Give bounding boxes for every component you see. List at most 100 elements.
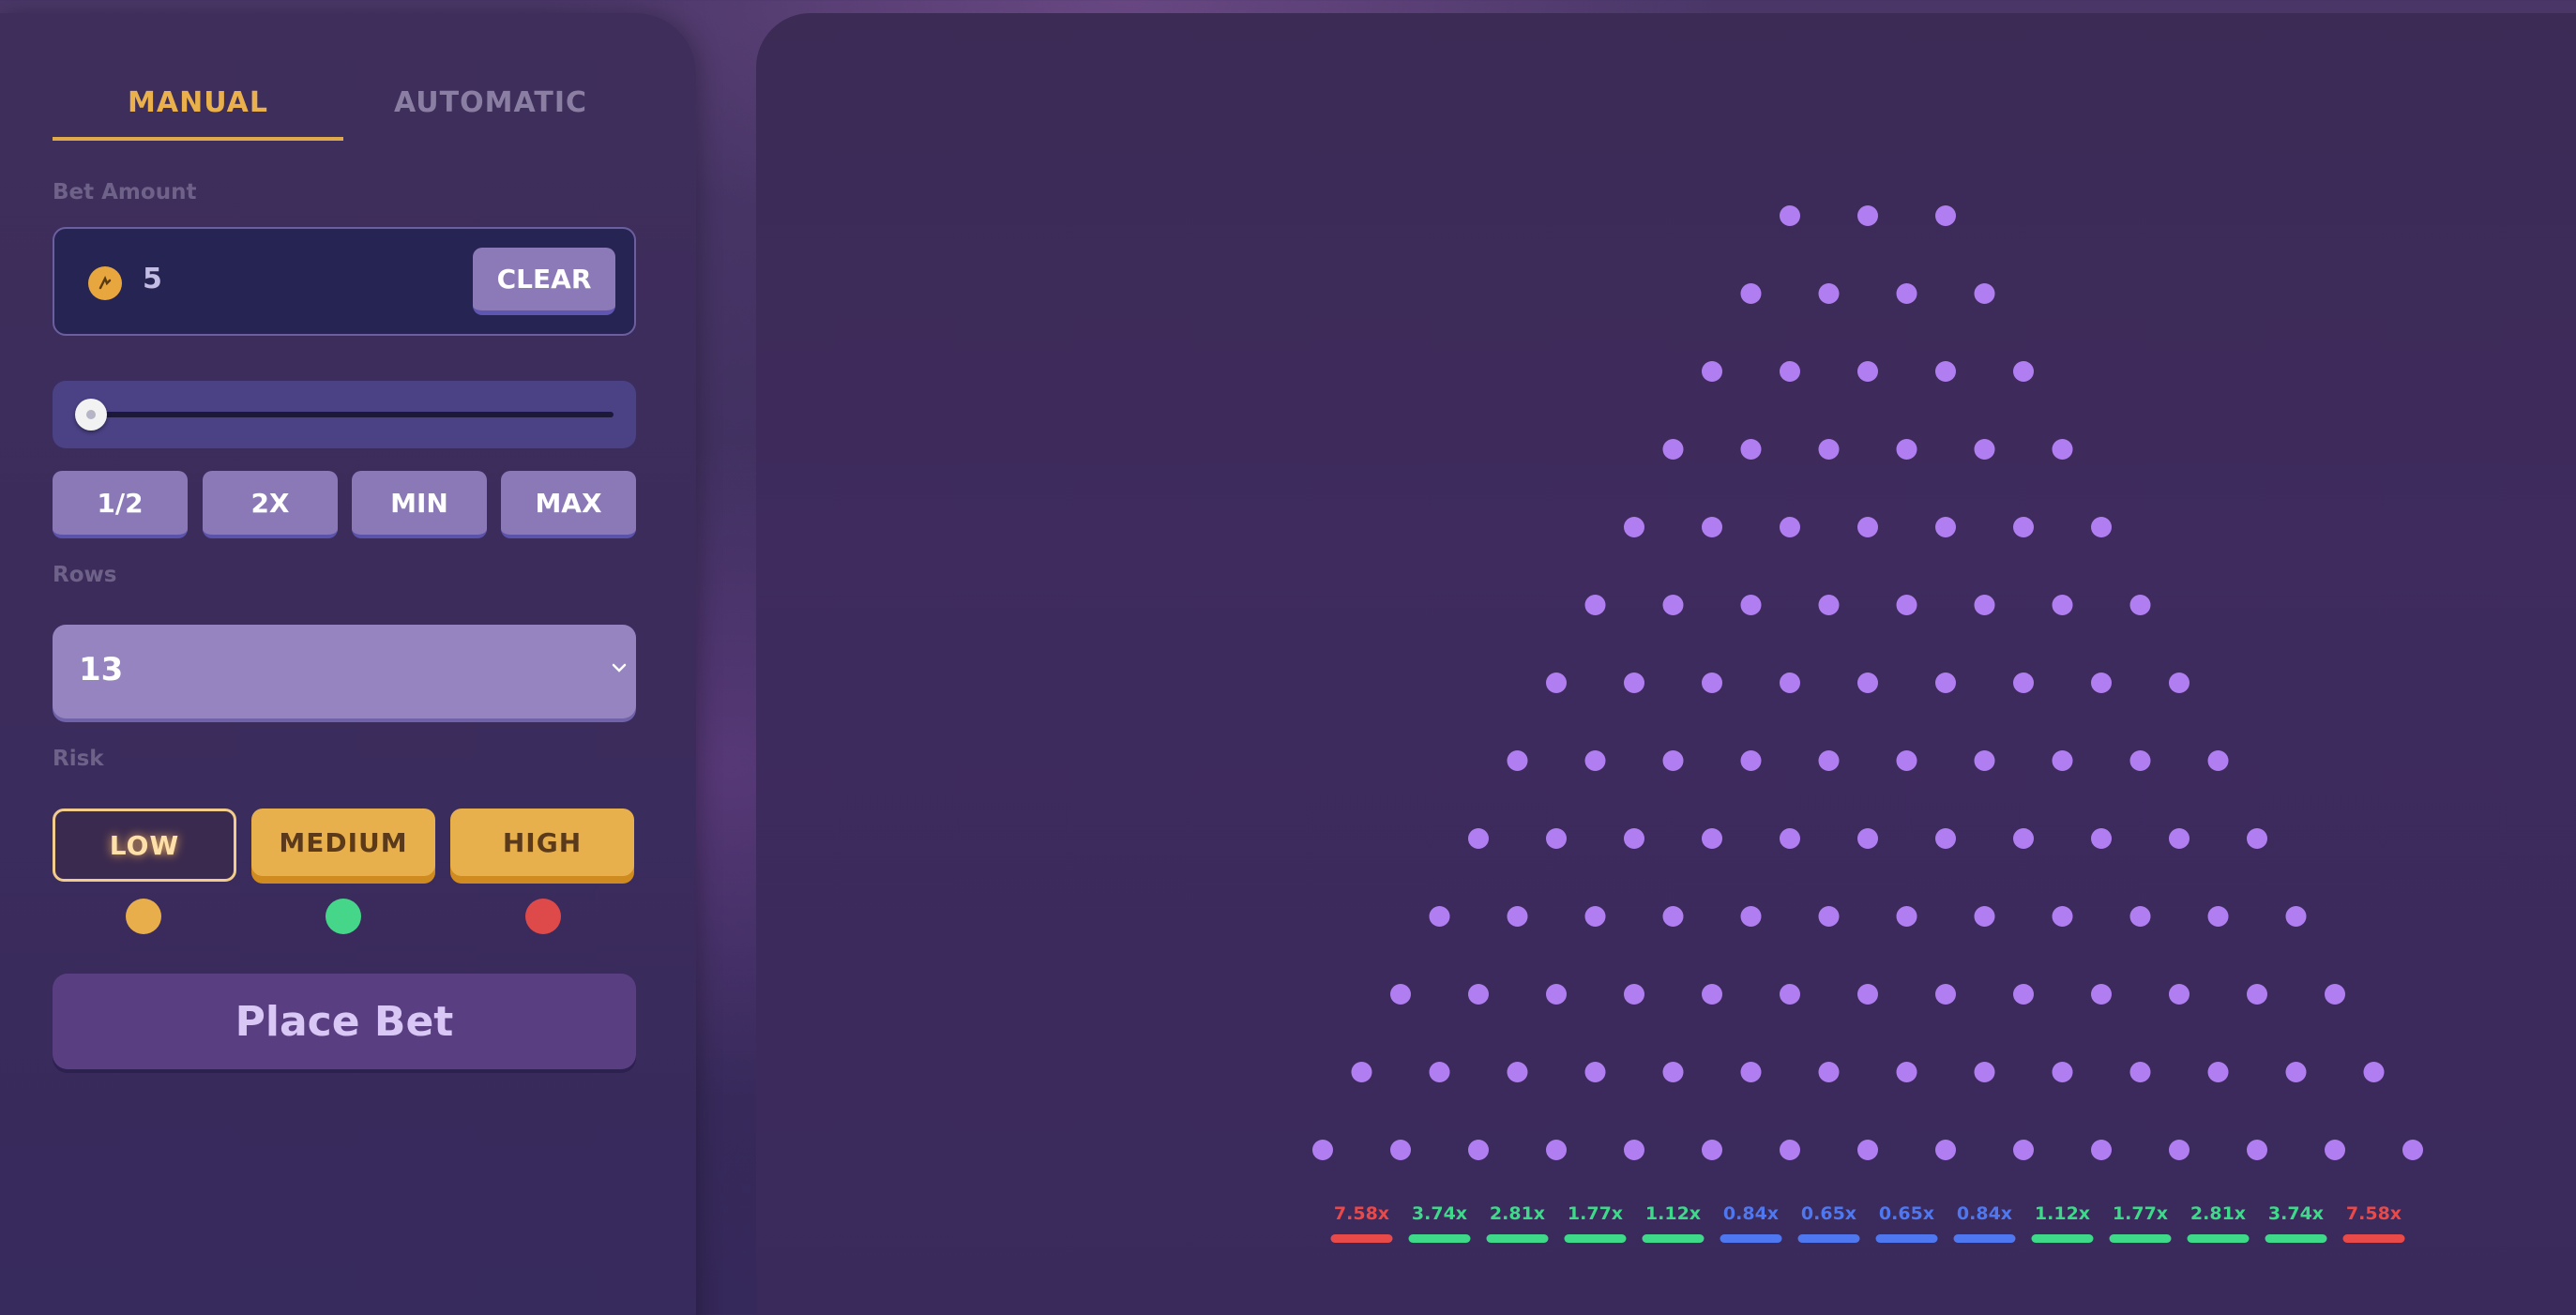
peg — [1702, 828, 1722, 849]
peg — [1780, 673, 1800, 693]
multiplier-slot-bar — [2109, 1234, 2172, 1243]
risk-high-button[interactable]: HIGH — [450, 809, 634, 876]
chevron-down-icon — [612, 663, 627, 673]
peg — [1740, 750, 1762, 771]
slider-track[interactable] — [90, 412, 614, 417]
multiplier-label: 3.74x — [2268, 1203, 2324, 1224]
coin-icon — [88, 266, 122, 300]
multiplier-label: 1.77x — [1568, 1203, 1623, 1224]
peg — [1974, 1062, 1995, 1082]
peg — [2013, 828, 2034, 849]
peg — [1857, 984, 1878, 1005]
peg — [1780, 517, 1800, 537]
peg — [1662, 595, 1684, 615]
peg — [1584, 595, 1606, 615]
peg — [1702, 361, 1722, 382]
multiplier-slot-bar — [1953, 1234, 2016, 1243]
peg — [1818, 906, 1840, 927]
double-bet-button[interactable]: 2X — [203, 471, 338, 538]
multiplier-slot-bar — [1330, 1234, 1393, 1243]
peg — [1468, 1140, 1489, 1160]
peg — [1584, 1062, 1606, 1082]
peg — [1702, 984, 1722, 1005]
peg — [2363, 1062, 2385, 1082]
place-bet-button[interactable]: Place Bet — [53, 974, 636, 1069]
multiplier-label: 2.81x — [2190, 1203, 2246, 1224]
peg — [2285, 1062, 2307, 1082]
multiplier-slot-bar — [1642, 1234, 1705, 1243]
peg — [1429, 906, 1450, 927]
peg — [2402, 1140, 2423, 1160]
multiplier-slot-bar — [1408, 1234, 1471, 1243]
peg — [1974, 750, 1995, 771]
peg — [2129, 906, 2151, 927]
peg — [1507, 750, 1528, 771]
multiplier-slot-bar — [1720, 1234, 1782, 1243]
peg — [1974, 906, 1995, 927]
tab-automatic[interactable]: AUTOMATIC — [393, 86, 587, 119]
risk-low-indicator — [126, 899, 161, 934]
peg — [1857, 673, 1878, 693]
peg — [2247, 828, 2267, 849]
peg — [2169, 1140, 2190, 1160]
max-bet-button[interactable]: MAX — [501, 471, 636, 538]
peg — [1935, 205, 1956, 226]
multiplier-slot-bar — [2265, 1234, 2327, 1243]
multiplier-label: 0.65x — [1879, 1203, 1934, 1224]
peg — [1818, 595, 1840, 615]
plinko-peg-field: 7.58x 3.74x 2.81x 1.77x 1.12x 0.84x 0.65x 0.65x… — [1312, 205, 2423, 1243]
risk-medium-indicator — [326, 899, 361, 934]
bet-amount-input[interactable] — [143, 263, 424, 295]
peg — [1546, 1140, 1567, 1160]
peg — [2325, 1140, 2345, 1160]
risk-medium-button[interactable]: MEDIUM — [251, 809, 435, 876]
peg — [1974, 439, 1995, 460]
peg — [1546, 673, 1567, 693]
peg — [2052, 1062, 2073, 1082]
peg — [1780, 984, 1800, 1005]
peg — [1857, 517, 1878, 537]
clear-button[interactable]: CLEAR — [473, 248, 615, 315]
slider-handle[interactable] — [75, 399, 107, 431]
peg — [1818, 283, 1840, 304]
multiplier-slot-bar — [2187, 1234, 2250, 1243]
multiplier-slot-bar — [1564, 1234, 1627, 1243]
peg — [2129, 750, 2151, 771]
peg — [1974, 283, 1995, 304]
multiplier-slot-bar — [2342, 1234, 2405, 1243]
half-bet-button[interactable]: 1/2 — [53, 471, 188, 538]
peg — [2091, 828, 2112, 849]
peg — [2129, 595, 2151, 615]
peg — [2013, 984, 2034, 1005]
min-bet-button[interactable]: MIN — [352, 471, 487, 538]
peg — [1390, 984, 1411, 1005]
peg — [1351, 1062, 1372, 1082]
peg — [2129, 1062, 2151, 1082]
peg — [1624, 517, 1644, 537]
multiplier-label: 7.58x — [1334, 1203, 1389, 1224]
multiplier-slot-bar — [1486, 1234, 1549, 1243]
peg — [2013, 673, 2034, 693]
rows-value: 13 — [79, 651, 124, 688]
peg — [1896, 1062, 1917, 1082]
peg — [2091, 517, 2112, 537]
peg — [1702, 1140, 1722, 1160]
peg — [1935, 673, 1956, 693]
risk-low-button[interactable]: LOW — [53, 809, 236, 882]
rows-select[interactable]: 13 — [53, 625, 636, 718]
peg — [1584, 750, 1606, 771]
bet-slider — [53, 381, 636, 448]
peg — [1468, 984, 1489, 1005]
peg — [1935, 1140, 1956, 1160]
tab-manual[interactable]: MANUAL — [53, 71, 343, 141]
peg — [1818, 439, 1840, 460]
peg — [2091, 984, 2112, 1005]
bet-amount-label: Bet Amount — [53, 180, 197, 204]
bet-amount-field: CLEAR — [53, 227, 636, 336]
peg — [2052, 750, 2073, 771]
peg — [2247, 1140, 2267, 1160]
peg — [1429, 1062, 1450, 1082]
peg — [1818, 1062, 1840, 1082]
peg — [1624, 673, 1644, 693]
peg — [1780, 828, 1800, 849]
